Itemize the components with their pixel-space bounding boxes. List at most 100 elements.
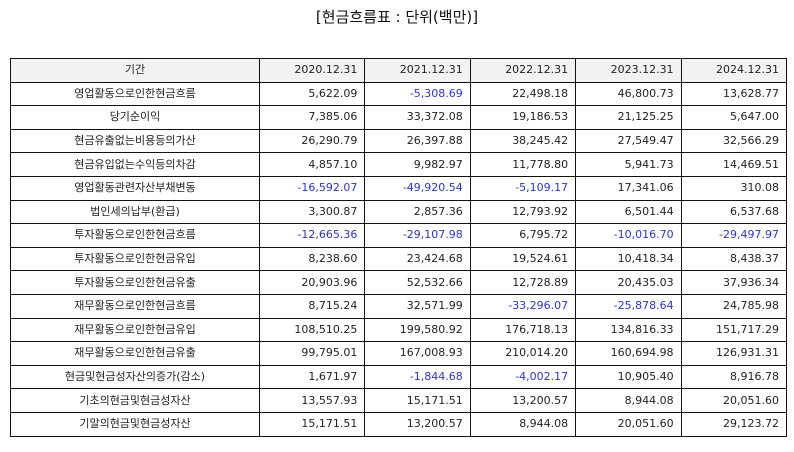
table-row: 영업활동관련자산부채변동 -16,592.07 -49,920.54 -5,109.1… — [10, 175, 787, 201]
table-cell: 310.08 — [680, 175, 787, 201]
table-cell: 4,857.10 — [258, 152, 366, 177]
table-cell: -16,592.07 — [258, 175, 366, 201]
table-cell: 24,785.98 — [680, 293, 787, 319]
table-cell: -4,002.17 — [469, 364, 577, 390]
table-cell: 13,200.57 — [364, 411, 471, 437]
table-cell: 8,916.78 — [680, 364, 787, 390]
table-cell: 23,424.68 — [364, 246, 471, 272]
table-cell: 3,300.87 — [258, 199, 366, 225]
table-row: 투자활동으로인한현금유출 20,903.96 52,532.66 12,728.89 2… — [10, 270, 787, 295]
table-cell: 5,622.09 — [258, 81, 366, 107]
table-header-row: 기간 2020.12.31 2021.12.31 2022.12.31 2023… — [10, 58, 787, 83]
row-label: 투자활동으로인한현금유출 — [10, 270, 260, 295]
table-cell: 20,435.03 — [575, 270, 682, 295]
table-cell: 46,800.73 — [575, 81, 682, 107]
row-label: 현금및현금성자산의증가(감소) — [10, 364, 260, 390]
table-cell: 13,200.57 — [469, 388, 577, 413]
table-row: 법인세의납부(환급) 3,300.87 2,857.36 12,793.92 6,501… — [10, 199, 787, 225]
table-cell: 20,903.96 — [258, 270, 366, 295]
table-cell: 167,008.93 — [364, 341, 471, 366]
table-cell: 32,571.99 — [364, 293, 471, 319]
row-label: 재무활동으로인한현금유출 — [10, 341, 260, 366]
table-cell: 15,171.51 — [364, 388, 471, 413]
table-cell: -5,308.69 — [364, 81, 471, 107]
row-label: 영업활동으로인한현금흐름 — [10, 81, 260, 107]
table-cell: 176,718.13 — [469, 317, 577, 343]
table-cell: 26,397.88 — [364, 128, 471, 154]
table-cell: 8,944.08 — [469, 411, 577, 437]
table-cell: 6,795.72 — [469, 223, 577, 248]
table-row: 영업활동으로인한현금흐름 5,622.09 -5,308.69 22,498.18 46… — [10, 81, 787, 107]
table-row: 재무활동으로인한현금유입 108,510.25 199,580.92 176,718.… — [10, 317, 787, 343]
row-label: 영업활동관련자산부채변동 — [10, 175, 260, 201]
header-2024: 2024.12.31 — [680, 58, 787, 83]
table-cell: 10,418.34 — [575, 246, 682, 272]
cash-flow-table: 기간 2020.12.31 2021.12.31 2022.12.31 2023… — [10, 58, 787, 437]
table-cell: 5,647.00 — [680, 105, 787, 130]
table-cell: 21,125.25 — [575, 105, 682, 130]
table-row: 재무활동으로인한현금유출 99,795.01 167,008.93 210,014.2… — [10, 341, 787, 366]
table-row: 현금유출없는비용등의가산 26,290.79 26,397.88 38,245.42 2… — [10, 128, 787, 154]
table-cell: 7,385.06 — [258, 105, 366, 130]
table-cell: 9,982.97 — [364, 152, 471, 177]
table-cell: 8,438.37 — [680, 246, 787, 272]
table-cell: -49,920.54 — [364, 175, 471, 201]
table-cell: -25,878.64 — [575, 293, 682, 319]
row-label: 기말의현금및현금성자산 — [10, 411, 260, 437]
table-row: 현금유입없는수익등의차감 4,857.10 9,982.97 11,778.80 5,9… — [10, 152, 787, 177]
table-cell: 8,944.08 — [575, 388, 682, 413]
table-row: 당기순이익 7,385.06 33,372.08 19,186.53 21,125.25… — [10, 105, 787, 130]
table-cell: 1,671.97 — [258, 364, 366, 390]
table-cell: 17,341.06 — [575, 175, 682, 201]
table-cell: 126,931.31 — [680, 341, 787, 366]
row-label: 재무활동으로인한현금유입 — [10, 317, 260, 343]
header-2021: 2021.12.31 — [364, 58, 471, 83]
table-cell: 38,245.42 — [469, 128, 577, 154]
table-cell: -1,844.68 — [364, 364, 471, 390]
row-label: 투자활동으로인한현금흐름 — [10, 223, 260, 248]
table-cell: 8,238.60 — [258, 246, 366, 272]
table-cell: 210,014.20 — [469, 341, 577, 366]
table-cell: 8,715.24 — [258, 293, 366, 319]
table-cell: 20,051.60 — [680, 388, 787, 413]
table-cell: 108,510.25 — [258, 317, 366, 343]
table-cell: 2,857.36 — [364, 199, 471, 225]
table-cell: -12,665.36 — [258, 223, 366, 248]
row-label: 재무활동으로인한현금흐름 — [10, 293, 260, 319]
table-cell: 22,498.18 — [469, 81, 577, 107]
table-cell: 11,778.80 — [469, 152, 577, 177]
table-cell: 10,905.40 — [575, 364, 682, 390]
table-cell: 52,532.66 — [364, 270, 471, 295]
table-cell: 12,793.92 — [469, 199, 577, 225]
table-cell: 32,566.29 — [680, 128, 787, 154]
table-cell: 14,469.51 — [680, 152, 787, 177]
table-cell: 134,816.33 — [575, 317, 682, 343]
header-2020: 2020.12.31 — [258, 58, 366, 83]
table-cell: 37,936.34 — [680, 270, 787, 295]
header-2023: 2023.12.31 — [575, 58, 682, 83]
page-title: [현금흐름표 : 단위(백만)] — [315, 8, 479, 26]
table-cell: 6,537.68 — [680, 199, 787, 225]
table-cell: 99,795.01 — [258, 341, 366, 366]
table-cell: 26,290.79 — [258, 128, 366, 154]
table-row: 기초의현금및현금성자산 13,557.93 15,171.51 13,200.57 8,… — [10, 388, 787, 413]
table-cell: 29,123.72 — [680, 411, 787, 437]
table-cell: -29,107.98 — [364, 223, 471, 248]
table-cell: 12,728.89 — [469, 270, 577, 295]
table-cell: 199,580.92 — [364, 317, 471, 343]
table-row: 투자활동으로인한현금흐름 -12,665.36 -29,107.98 6,795.72… — [10, 223, 787, 248]
row-label: 현금유출없는비용등의가산 — [10, 128, 260, 154]
table-cell: -10,016.70 — [575, 223, 682, 248]
table-cell: 151,717.29 — [680, 317, 787, 343]
table-cell: 6,501.44 — [575, 199, 682, 225]
table-row: 현금및현금성자산의증가(감소) 1,671.97 -1,844.68 -4,002.1… — [10, 364, 787, 390]
row-label: 기초의현금및현금성자산 — [10, 388, 260, 413]
table-cell: 19,186.53 — [469, 105, 577, 130]
table-cell: 160,694.98 — [575, 341, 682, 366]
table-row: 재무활동으로인한현금흐름 8,715.24 32,571.99 -33,296.07-… — [10, 293, 787, 319]
table-cell: 5,941.73 — [575, 152, 682, 177]
row-label: 현금유입없는수익등의차감 — [10, 152, 260, 177]
table-cell: -5,109.17 — [469, 175, 577, 201]
table-cell: 15,171.51 — [258, 411, 366, 437]
row-label: 투자활동으로인한현금유입 — [10, 246, 260, 272]
